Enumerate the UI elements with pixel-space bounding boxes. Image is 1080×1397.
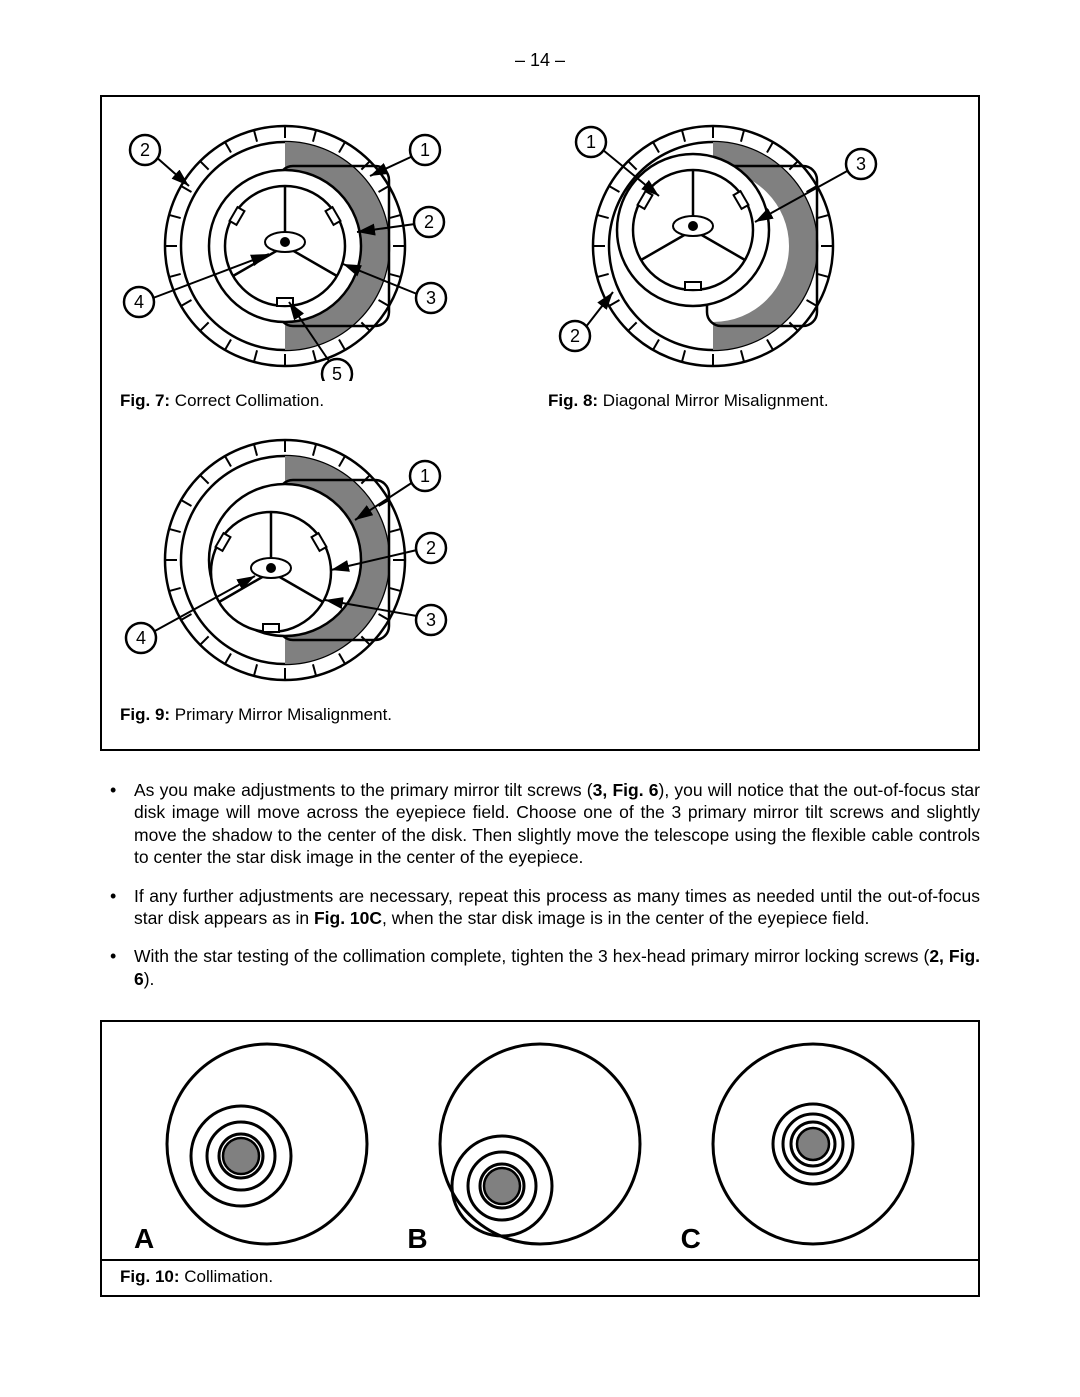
svg-text:3: 3 [856,154,866,174]
figures-7-8-9-box: 1 2 2 3 [100,95,980,751]
fig10-C: C [677,1034,950,1259]
fig9-diagram: 1 2 3 4 [120,425,532,695]
fig7-caption-bold: Fig. 7: [120,391,170,410]
b1ref1: 3, Fig. 6 [593,780,659,800]
fig8-caption: Fig. 8: Diagonal Mirror Misalignment. [548,391,960,411]
page: – 14 – [0,0,1080,1397]
b3b: ). [144,969,155,989]
svg-text:1: 1 [586,132,596,152]
fig8-caption-text: Diagonal Mirror Misalignment. [598,391,829,410]
svg-text:2: 2 [570,326,580,346]
fig9-caption-text: Primary Mirror Misalignment. [170,705,392,724]
fig9-caption: Fig. 9: Primary Mirror Misalignment. [120,705,532,725]
svg-text:4: 4 [134,292,144,312]
svg-text:5: 5 [332,364,342,381]
b2ref: Fig. 10C [314,908,382,928]
b1a: As you make adjustments to the primary m… [134,780,593,800]
svg-text:1: 1 [420,140,430,160]
fig10-caption-text: Collimation. [180,1267,274,1286]
svg-text:2: 2 [140,140,150,160]
fig10-label-A: A [134,1223,154,1255]
fig10-box: A B [100,1020,980,1297]
svg-text:2: 2 [424,212,434,232]
fig7-caption: Fig. 7: Correct Collimation. [120,391,532,411]
svg-text:3: 3 [426,288,436,308]
b2b: , when the star disk image is in the cen… [382,908,869,928]
page-number: – 14 – [100,50,980,71]
svg-text:1: 1 [420,466,430,486]
fig10-label-C: C [681,1223,701,1255]
fig8-diagram: 1 3 2 [548,111,960,381]
fig7-diagram: 1 2 2 3 [120,111,532,381]
fig10-label-B: B [407,1223,427,1255]
bullet-1: As you make adjustments to the primary m… [100,779,980,869]
fig10-caption-bold: Fig. 10: [120,1267,180,1286]
bullet-3: With the star testing of the collimation… [100,945,980,990]
fig10-A: A [130,1034,403,1259]
svg-text:4: 4 [136,628,146,648]
fig9-caption-bold: Fig. 9: [120,705,170,724]
fig10-caption: Fig. 10: Collimation. [120,1267,273,1286]
fig10-B: B [403,1034,676,1259]
svg-text:2: 2 [426,538,436,558]
bullet-2: If any further adjustments are necessary… [100,885,980,930]
body-bullets: As you make adjustments to the primary m… [100,779,980,990]
svg-text:3: 3 [426,610,436,630]
fig8-caption-bold: Fig. 8: [548,391,598,410]
b3a: With the star testing of the collimation… [134,946,929,966]
fig7-caption-text: Correct Collimation. [170,391,324,410]
